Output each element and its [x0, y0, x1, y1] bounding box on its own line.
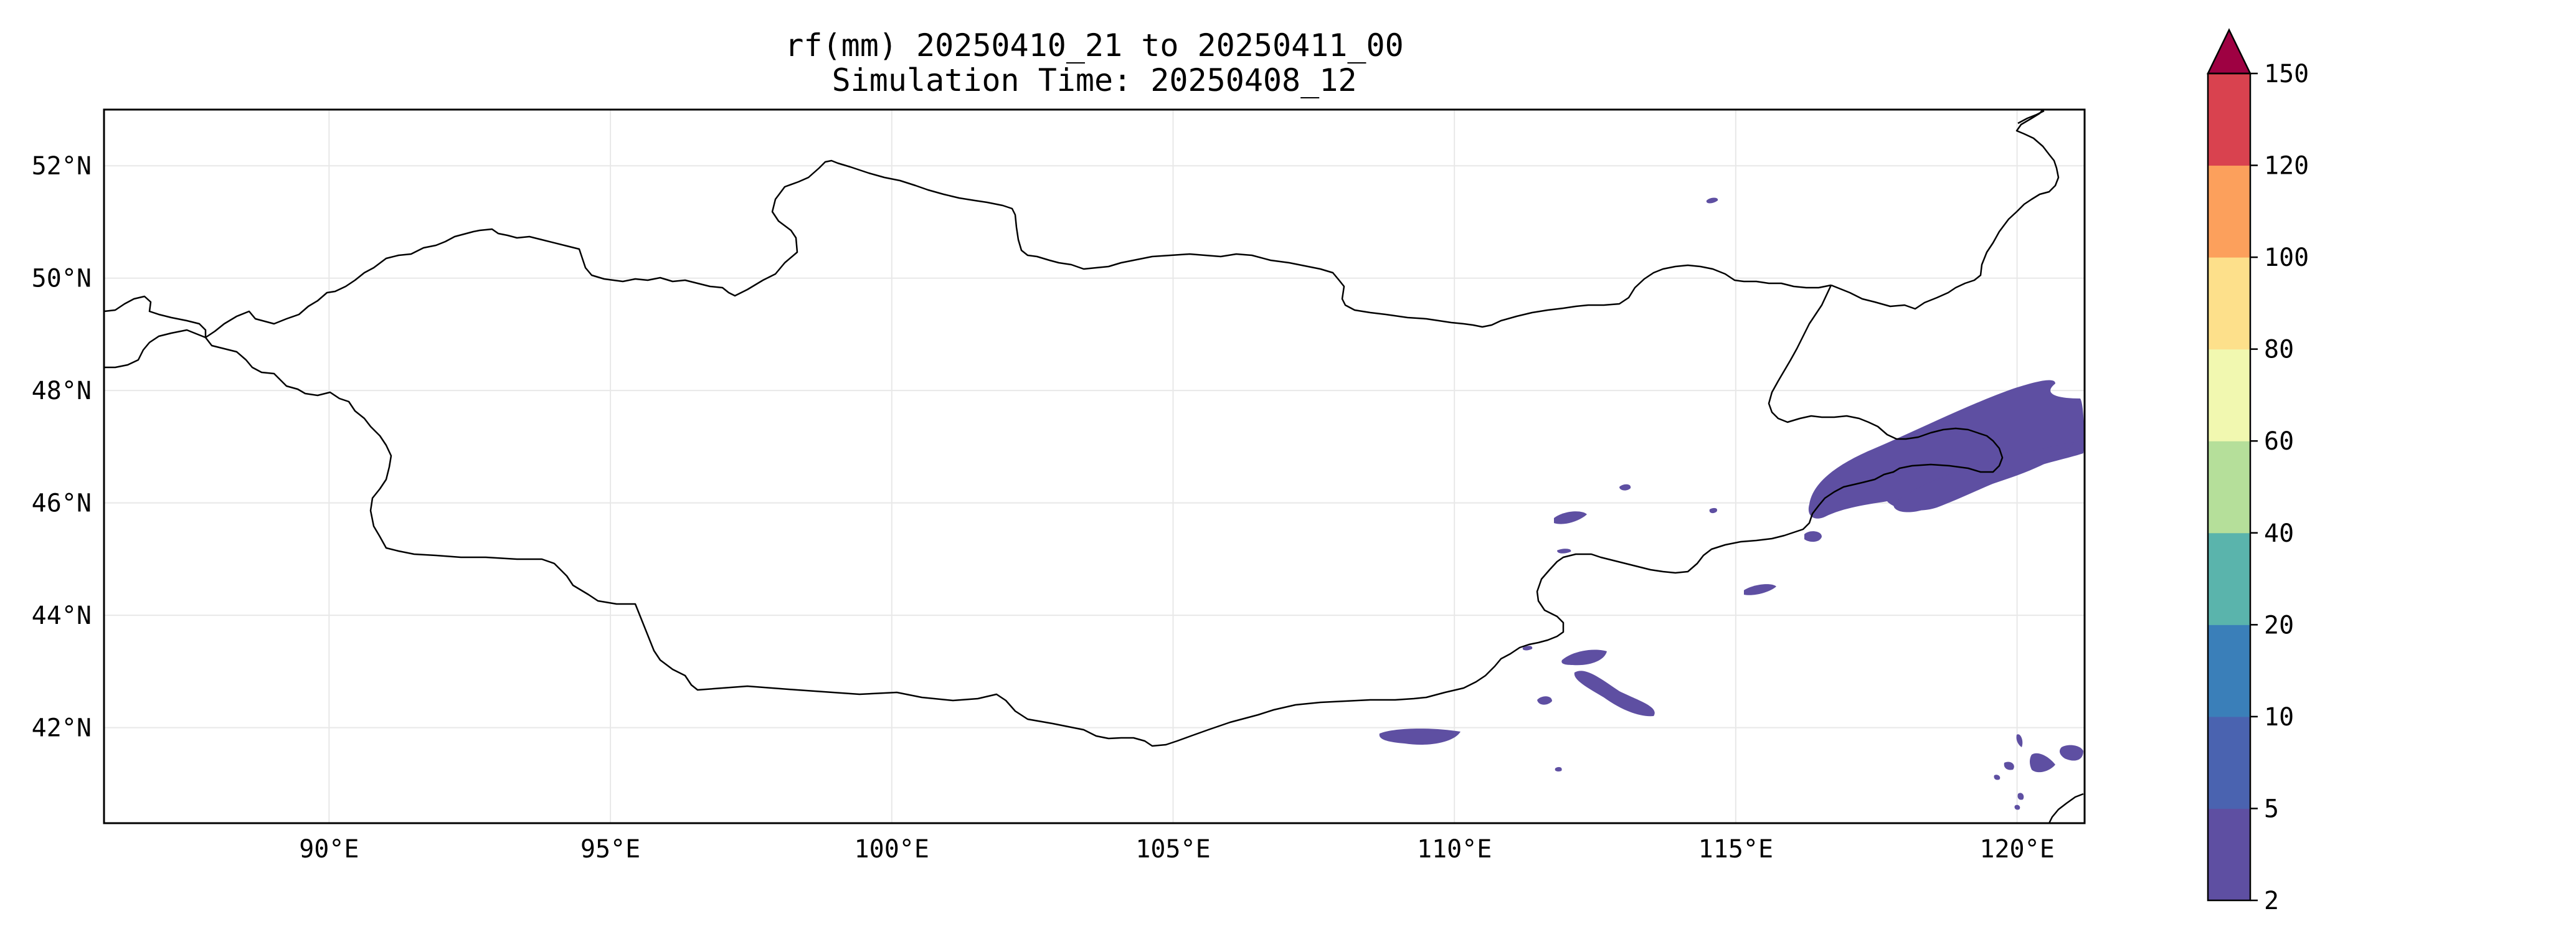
rain-area-northeast-band [1808, 380, 2085, 519]
colorbar-tick-label: 150 [2264, 60, 2309, 88]
map-frame [103, 108, 2086, 824]
rain-patch-southeast-5 [1994, 775, 2001, 780]
rain-patch-southeast-1 [2016, 734, 2023, 747]
rain-patch-south-3 [1537, 696, 1552, 705]
rain-patch-small-1 [1804, 531, 1822, 542]
rain-patch-southeast-7 [2014, 804, 2020, 810]
lat-tick-label: 44°N [32, 601, 92, 630]
rain-patch-north [1706, 197, 1718, 204]
rain-patch-southeast-6 [2017, 793, 2024, 800]
colorbar-tick-label: 80 [2264, 336, 2294, 364]
rain-patch-small-4 [1709, 507, 1718, 514]
lon-tick-label: 105°E [1135, 835, 1210, 864]
lat-tick-label: 50°N [32, 265, 92, 293]
colorbar-frame [2207, 72, 2252, 902]
lat-tick-label: 42°N [32, 714, 92, 743]
border-northeast [1830, 109, 2060, 310]
rain-patch-small-2 [1619, 484, 1631, 491]
lon-tick-label: 95°E [580, 835, 640, 864]
colorbar-tick-label: 5 [2264, 795, 2279, 823]
map-axes: 90°E 95°E 100°E 105°E 110°E 115°E 120°E 42°N 44… [32, 108, 2086, 864]
colorbar-segment [2208, 625, 2250, 717]
country-borders [103, 109, 2084, 824]
rain-patch-south-2 [1574, 671, 1655, 717]
colorbar-tick-label: 40 [2264, 519, 2294, 548]
gridlines [104, 110, 2085, 823]
colorbar-tick-label: 20 [2264, 611, 2294, 639]
map-background [104, 110, 2085, 823]
latitude-tick-labels: 42°N 44°N 46°N 48°N 50°N 52°N [32, 152, 92, 742]
mongolia-border-south [205, 285, 2004, 747]
colorbar-segment [2208, 73, 2250, 166]
rain-area-east-band [1893, 442, 2074, 512]
lat-tick-label: 46°N [32, 489, 92, 518]
lon-tick-label: 90°E [299, 835, 359, 864]
lon-tick-label: 120°E [1979, 835, 2054, 864]
border-west-lower [104, 329, 206, 369]
border-southeast-corner [2048, 793, 2084, 824]
lat-tick-label: 52°N [32, 152, 92, 181]
colorbar-segment [2208, 532, 2250, 625]
lon-tick-label: 115°E [1698, 835, 1773, 864]
rain-patch-small-5 [1557, 549, 1571, 554]
rain-patch-small-3 [1554, 511, 1587, 524]
colorbar-segment [2208, 349, 2250, 441]
colorbar-segment [2208, 441, 2250, 534]
lat-tick-label: 48°N [32, 377, 92, 405]
lon-tick-label: 100°E [855, 835, 929, 864]
mongolia-border [205, 159, 1832, 339]
colorbar: 2 5 10 20 40 60 80 100 120 150 [2207, 28, 2309, 915]
rain-patch-south-4 [1379, 729, 1461, 745]
colorbar-tick-label: 100 [2264, 243, 2309, 272]
rain-patch-south-1 [1561, 649, 1607, 666]
rain-patch-southeast-3 [2060, 745, 2083, 761]
lon-tick-label: 110°E [1417, 835, 1492, 864]
title-line-2: Simulation Time: 20250408_12 [832, 62, 1357, 98]
colorbar-tick-label: 2 [2264, 887, 2279, 915]
rain-patch-small-7 [1522, 646, 1533, 651]
longitude-tick-labels: 90°E 95°E 100°E 105°E 110°E 115°E 120°E [299, 835, 2055, 864]
border-far-east-corner [2017, 110, 2045, 125]
rainfall-contours [1379, 197, 2085, 810]
rain-patch-southeast-4 [2004, 762, 2014, 770]
rain-patch-small-6 [1744, 584, 1776, 595]
colorbar-segment [2208, 257, 2250, 350]
rain-patch-southeast-2 [2030, 753, 2055, 773]
rain-patch-south-5 [1555, 767, 1562, 771]
border-west-extension [103, 295, 207, 337]
colorbar-tick-label: 60 [2264, 427, 2294, 456]
colorbar-extend-triangle [2207, 28, 2252, 75]
colorbar-segment [2208, 165, 2250, 258]
colorbar-tick-label: 120 [2264, 152, 2309, 181]
colorbar-tick-label: 10 [2264, 703, 2294, 732]
colorbar-segment [2208, 716, 2250, 809]
colorbar-segment [2208, 808, 2250, 901]
title-line-1: rf(mm) 20250410_21 to 20250411_00 [785, 27, 1403, 64]
